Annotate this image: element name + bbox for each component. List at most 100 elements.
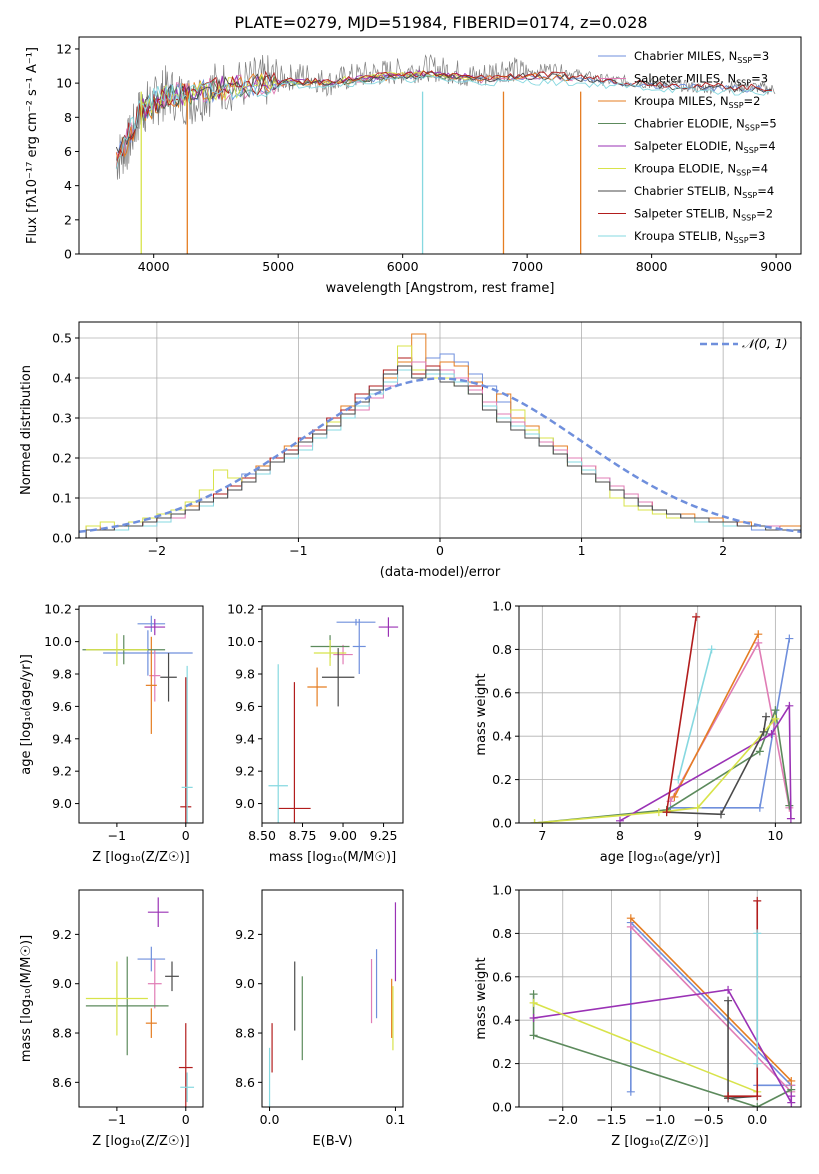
y-axis-label: mass weight — [474, 673, 489, 755]
legend-entry-label: Salpeter ELODIE, NSSP=4 — [634, 139, 776, 155]
figure-title: PLATE=0279, MJD=51984, FIBERID=0174, z=0… — [234, 13, 647, 32]
data-point — [147, 959, 162, 1009]
plot-area — [85, 897, 195, 1107]
weight-marker — [693, 803, 702, 812]
data-point — [352, 618, 366, 675]
weight-marker — [753, 896, 762, 905]
data-point — [180, 1072, 195, 1103]
plot-area — [530, 612, 795, 823]
chart-weight-vs-age: 7 8 9 10 0.0 0.2 0.4 0.6 0.8 1.0 age [log₁₀(age/yr… — [474, 599, 802, 865]
chart-age-vs-Z: −1 0 9.0 9.2 9.4 9.6 9.8 10.0 10.2 Z [log₁₀(Z/Z☉)… — [19, 602, 204, 865]
axes-frame — [78, 889, 204, 1108]
x-tick-label: 0.0 — [747, 1112, 767, 1127]
histogram-series — [85, 345, 801, 538]
weight-marker — [787, 1092, 796, 1101]
y-tick-label: 0.0 — [52, 531, 72, 546]
data-point — [378, 617, 399, 637]
y-tick-label: 9.8 — [235, 667, 255, 682]
x-tick-label: 5000 — [262, 259, 294, 274]
x-axis-label: Z [log₁₀(Z/Z☉)] — [92, 1134, 189, 1149]
x-tick-label: 2 — [719, 543, 727, 558]
weight-marker — [724, 1092, 733, 1101]
y-tick-label: 8.6 — [235, 1075, 255, 1090]
data-point — [145, 636, 157, 734]
weight-marker — [707, 645, 716, 654]
y-tick-label: 0.4 — [492, 1013, 512, 1028]
y-tick-label: 8.8 — [52, 1026, 72, 1041]
x-axis-label: (data-model)/error — [380, 565, 501, 580]
y-tick-label: 8.8 — [235, 1026, 255, 1041]
y-tick-label: 10.0 — [44, 634, 72, 649]
legend-entry-label: Kroupa MILES, NSSP=2 — [634, 94, 760, 110]
x-tick-label: 10 — [767, 828, 783, 843]
weight-marker — [529, 1014, 538, 1023]
x-tick-label: −1.5 — [596, 1112, 626, 1127]
data-point — [160, 652, 177, 702]
observed-spectrum — [115, 54, 776, 180]
x-tick-label: 9 — [694, 828, 702, 843]
y-tick-label: 0.2 — [492, 772, 512, 787]
y-tick-label: 9.2 — [52, 927, 72, 942]
weight-marker — [754, 638, 763, 647]
y-tick-label: 9.8 — [52, 667, 72, 682]
weight-marker — [615, 816, 624, 823]
weight-marker — [771, 706, 780, 715]
chart-age-vs-mass: 8.50 8.75 9.00 9.25 9.0 9.2 9.4 9.6 9.8 10.0 10.2 m… — [227, 602, 404, 865]
legend-entry-label: Kroupa STELIB, NSSP=3 — [634, 229, 765, 245]
weight-line — [630, 926, 793, 1094]
data-point — [147, 897, 169, 927]
histogram-series — [85, 361, 801, 538]
y-tick-label: 9.2 — [235, 927, 255, 942]
weight-marker — [674, 775, 683, 784]
axes-frame — [78, 321, 802, 539]
x-tick-label: −0.5 — [693, 1112, 723, 1127]
weight-line — [619, 703, 792, 822]
y-tick-label: 10.2 — [44, 602, 72, 617]
weight-marker — [753, 1059, 762, 1068]
weight-marker — [626, 1087, 635, 1096]
legend: Chabrier MILES, NSSP=3 Salpeter MILES, NS… — [598, 49, 777, 245]
data-point — [145, 1008, 157, 1038]
weight-marker — [754, 630, 763, 639]
y-tick-label: 10 — [56, 76, 72, 91]
y-tick-label: 0.4 — [52, 371, 72, 386]
histogram-series — [85, 369, 801, 538]
weight-line — [533, 1002, 758, 1093]
x-tick-label: 4000 — [138, 259, 170, 274]
weight-marker — [785, 801, 794, 810]
weight-marker — [767, 730, 776, 739]
plot-area — [268, 617, 399, 823]
legend-entry-label: Salpeter STELIB, NSSP=2 — [634, 207, 773, 223]
data-point — [137, 615, 166, 632]
axes-frame — [518, 605, 802, 824]
data-point — [85, 956, 169, 1056]
axes-frame — [261, 889, 404, 1108]
x-tick-label: 8 — [616, 828, 624, 843]
x-tick-label: 8.50 — [248, 828, 276, 843]
y-tick-label: 0.0 — [492, 1100, 512, 1115]
y-tick-label: 9.6 — [52, 699, 72, 714]
data-point — [321, 648, 355, 707]
data-point — [268, 664, 288, 823]
model-spectrum-line — [115, 74, 772, 170]
weight-marker — [529, 998, 538, 1007]
plot-area — [82, 615, 193, 823]
weight-marker — [755, 803, 764, 812]
y-tick-label: 0.3 — [52, 411, 72, 426]
y-tick-label: 9.0 — [52, 796, 72, 811]
axes-frame — [78, 605, 204, 824]
weight-marker — [529, 1031, 538, 1040]
y-tick-label: 9.2 — [235, 764, 255, 779]
x-tick-label: 9000 — [760, 259, 792, 274]
weight-marker — [626, 922, 635, 931]
y-tick-label: 10.0 — [227, 634, 255, 649]
x-tick-label: 8.75 — [289, 828, 317, 843]
x-tick-label: −1.0 — [645, 1112, 675, 1127]
chart-residuals: −2 −1 0 1 2 0.0 0.1 0.2 0.3 0.4 0.5 (data-model)/er… — [19, 321, 802, 580]
x-tick-label: −1 — [289, 543, 307, 558]
weight-marker — [530, 819, 539, 823]
y-tick-label: 9.0 — [235, 976, 255, 991]
y-axis-label: mass weight — [474, 957, 489, 1039]
weight-line — [677, 649, 713, 780]
x-axis-label: E(B-V) — [312, 1134, 352, 1149]
